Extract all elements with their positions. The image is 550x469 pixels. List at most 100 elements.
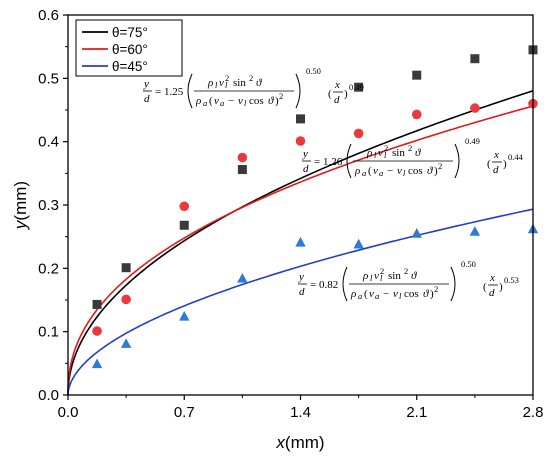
- data-point-s1-1: [92, 299, 102, 309]
- data-point-s1-4: [237, 165, 247, 175]
- eq-v-a: v: [214, 95, 219, 107]
- eq-ratio-paren-r: ): [344, 88, 348, 100]
- eq-minus: −: [383, 288, 389, 300]
- y-axis-var: y: [11, 219, 30, 230]
- data-point-s3-8: [469, 226, 481, 236]
- eq-ratio-den: d: [334, 94, 340, 106]
- fit-curves: [67, 90, 534, 396]
- eq-theta2: ϑ: [268, 95, 274, 107]
- eq-sup-2: 2: [384, 143, 388, 153]
- eq-den-paren-r: ): [434, 165, 438, 177]
- eq-ratio-paren-l: (: [328, 88, 332, 100]
- eq-v-l: v: [378, 147, 383, 159]
- data-point-s2-8: [470, 103, 480, 113]
- eq-ratio-den: d: [493, 164, 499, 176]
- eq-rho-a: ρ: [354, 165, 360, 177]
- eq-sub-a2: a: [379, 168, 383, 178]
- y-tick-label: 0.5: [38, 70, 59, 87]
- eq-theta: ϑ: [411, 270, 417, 282]
- eq-ratio-exponent: 0.53: [504, 275, 519, 285]
- eq-left-paren: [346, 143, 352, 179]
- eq-sub-l: l: [374, 150, 377, 160]
- eq-lhs-num: y: [143, 78, 149, 90]
- x-tick-label: 0.0: [58, 404, 79, 421]
- eq-sub-l: l: [370, 273, 373, 283]
- eq-sub-l3: l: [403, 168, 406, 178]
- eq-ratio-paren-r: ): [499, 281, 503, 293]
- eq-lhs-den: d: [299, 286, 305, 298]
- data-point-s3-2: [120, 338, 132, 348]
- y-tick-label: 0.2: [38, 260, 59, 277]
- eq-theta2: ϑ: [423, 288, 429, 300]
- data-point-s3-3: [179, 310, 190, 321]
- eq-right-paren: [450, 266, 456, 302]
- eq-sub-l3: l: [244, 98, 247, 108]
- eq-sub-a: a: [358, 291, 362, 301]
- eq-coefficient: 0.82: [319, 279, 338, 291]
- axes: 0.0 0.7 1.4 2.1 2.80.00.10.20.30.40.50.6x(mm…: [11, 7, 543, 452]
- data-point-s2-5: [295, 136, 306, 146]
- eq-ratio-exponent: 0.49: [349, 82, 364, 92]
- data-point-s3-5: [295, 236, 306, 247]
- fit-equation-1: yd= 1.25ρ l v l2 sin 2 ϑρ a(v a − v l cos ϑ) 20.50(xd)0…: [143, 66, 364, 109]
- eq-right-paren: [454, 143, 460, 179]
- data-point-s1-7: [412, 70, 422, 80]
- data-point-s2-3: [179, 201, 190, 212]
- eq-cos: cos: [404, 288, 419, 300]
- x-axis-title: x(mm): [275, 433, 324, 452]
- eq-sup-2b: 2: [408, 143, 412, 153]
- legend-label-2: θ=60°: [112, 42, 148, 57]
- eq-ratio-num: x: [493, 149, 499, 161]
- eq-outer-exponent: 0.50: [306, 66, 321, 76]
- data-point-s2-1: [92, 326, 102, 336]
- data-point-s2-4: [237, 152, 248, 163]
- data-point-s1-5: [296, 114, 305, 124]
- legend: θ=75° θ=60° θ=45°: [75, 19, 183, 77]
- equations: yd= 1.25ρ l v l2 sin 2 ϑρ a(v a − v l cos ϑ) 20.50(xd)0…: [143, 66, 524, 302]
- fit-curve-3: [67, 208, 534, 396]
- data-point-s3-7: [411, 228, 422, 238]
- fit-equation-2: yd= 1.26ρ l v l2 sin 2 ϑρ a(v a − v l cos ϑ) 20.49(xd)0…: [302, 136, 524, 179]
- x-tick-label: 0.7: [174, 404, 195, 421]
- eq-rho-a: ρ: [350, 288, 356, 300]
- x-tick-label: 2.1: [406, 404, 427, 421]
- eq-equals: =: [314, 156, 320, 168]
- data-point-s1-8: [470, 54, 480, 64]
- eq-equals: =: [310, 279, 316, 291]
- x-tick-label: 1.4: [290, 404, 311, 421]
- eq-den-paren-l: (: [368, 165, 372, 177]
- eq-sin: sin: [233, 77, 246, 89]
- fit-curve-2: [67, 105, 534, 396]
- eq-ratio-num: x: [489, 272, 495, 284]
- eq-ratio-paren-l: (: [483, 281, 487, 293]
- eq-outer-exponent: 0.49: [465, 136, 480, 146]
- eq-lhs-num: y: [298, 271, 304, 283]
- eq-sub-a2: a: [220, 98, 224, 108]
- eq-v-l2: v: [397, 165, 402, 177]
- y-tick-label: 0.4: [38, 134, 59, 151]
- data-point-s1-3: [179, 220, 189, 230]
- eq-ratio-paren-r: ): [503, 158, 507, 170]
- eq-left-paren: [342, 266, 348, 302]
- legend-label-1: θ=75°: [112, 25, 148, 40]
- eq-theta: ϑ: [415, 147, 421, 159]
- y-axis-title: y(mm): [11, 181, 30, 230]
- eq-minus: −: [228, 95, 234, 107]
- eq-sup-2c: 2: [434, 284, 438, 294]
- eq-v-l: v: [219, 77, 224, 89]
- fit-equation-3: yd= 0.82ρ l v l2 sin 2 ϑρ a(v a − v l cos ϑ) 20.50(xd)0…: [298, 259, 519, 302]
- eq-coefficient: 1.26: [323, 156, 343, 168]
- eq-sin: sin: [392, 147, 405, 159]
- eq-ratio-exponent: 0.44: [508, 152, 524, 162]
- eq-sub-l2: l: [384, 150, 387, 160]
- data-point-s3-1: [91, 358, 103, 369]
- eq-v-l2: v: [393, 288, 398, 300]
- eq-sub-l2: l: [380, 273, 383, 283]
- eq-equals: =: [155, 86, 161, 98]
- data-point-s1-6: [354, 82, 364, 92]
- y-tick-label: 0.6: [38, 7, 59, 24]
- data-point-s1-2: [121, 263, 131, 273]
- eq-rho-l: ρ: [362, 270, 368, 282]
